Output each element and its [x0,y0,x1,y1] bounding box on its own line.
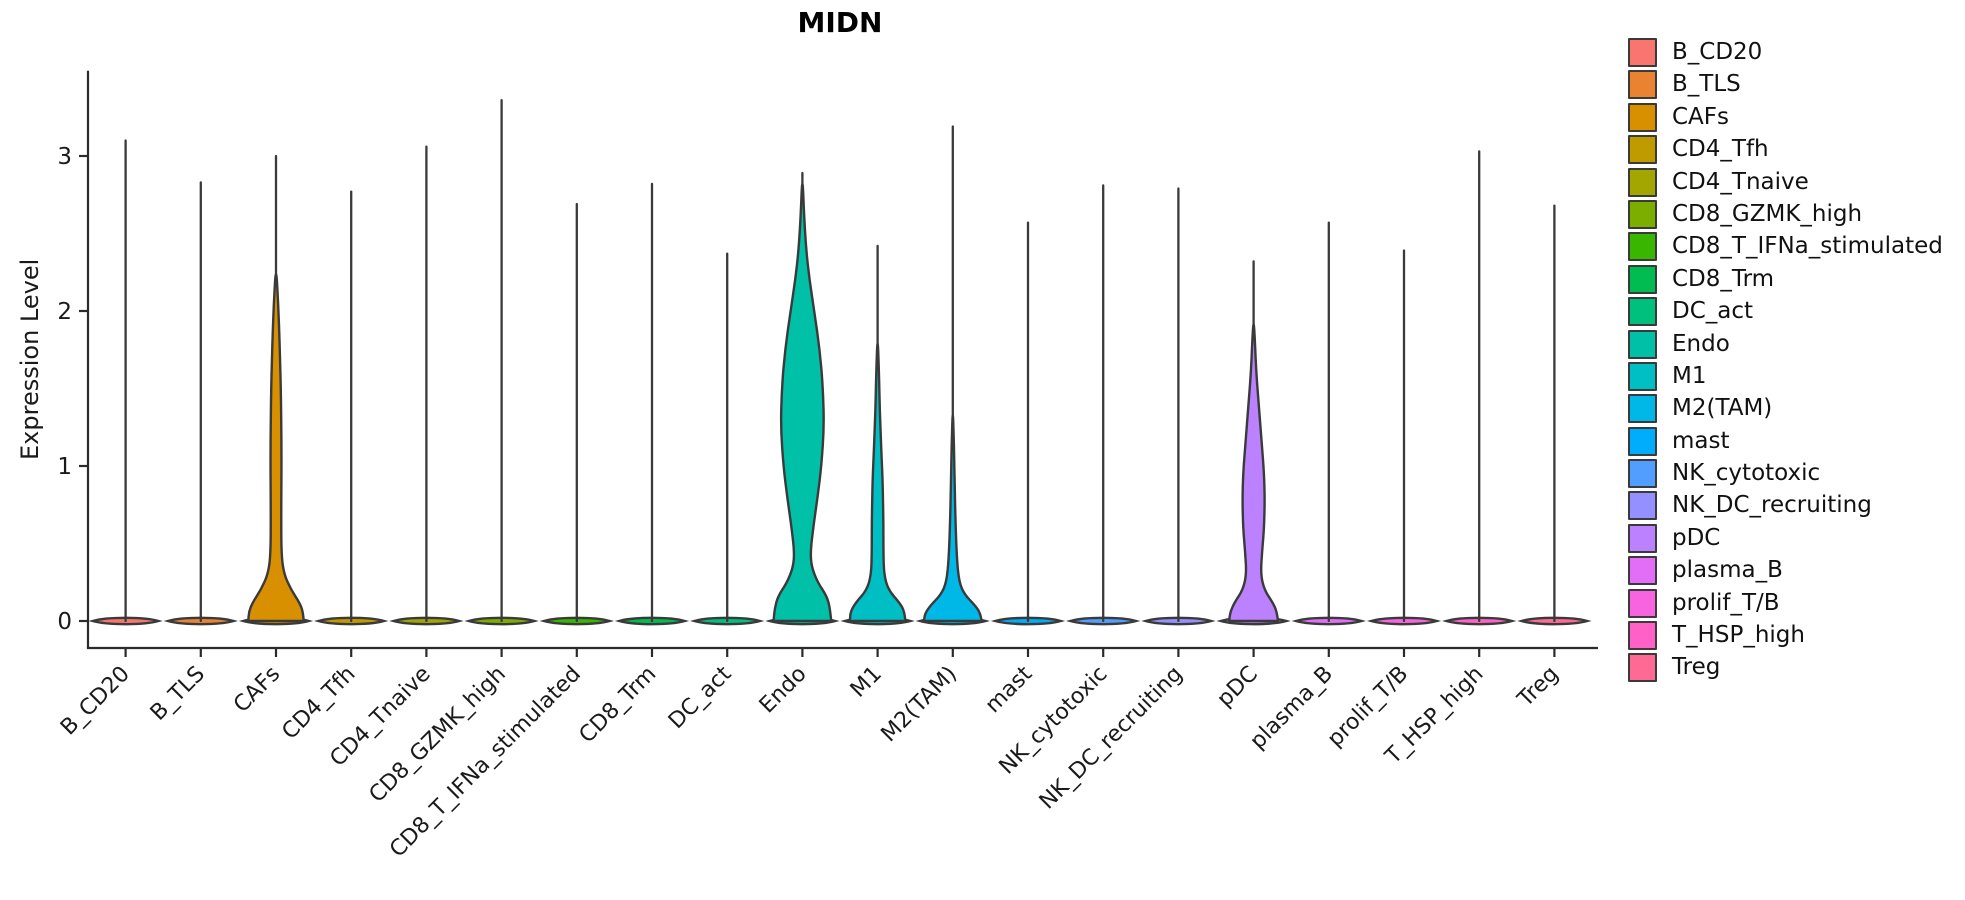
legend-label: M1 [1672,362,1707,389]
legend-label: CD8_T_IFNa_stimulated [1672,233,1943,260]
legend-item-M1: M1 [1628,361,1943,391]
x-tick-label: plasma_B [1245,662,1338,755]
legend-key-swatch [1628,621,1657,651]
legend-label: DC_act [1672,298,1754,325]
legend-item-plasma_B: plasma_B [1628,556,1943,586]
legend-item-NK_DC_recruiting: NK_DC_recruiting [1628,491,1943,521]
legend: B_CD20 B_TLS CAFs CD4_Tfh CD4_Tnaive CD8_GZMK… [1628,38,1943,686]
legend-label: plasma_B [1672,557,1783,584]
legend-label: CD8_Trm [1672,265,1775,292]
legend-item-CD4_Tfh: CD4_Tfh [1628,135,1943,165]
legend-key-swatch [1628,588,1657,618]
legend-label: B_CD20 [1672,39,1763,65]
legend-item-Endo: Endo [1628,329,1943,359]
legend-key-swatch [1628,491,1657,521]
x-tick-label: M1 [846,662,887,703]
x-tick-label: Endo [755,662,812,719]
x-tick-label: pDC [1212,662,1262,712]
legend-item-CD4_Tnaive: CD4_Tnaive [1628,167,1943,197]
legend-key-swatch [1628,426,1657,456]
x-tick-label: B_TLS [146,662,210,726]
legend-label: CD4_Tnaive [1672,168,1809,195]
x-tick-label: Treg [1513,662,1564,713]
legend-key-swatch [1628,556,1657,586]
legend-key-swatch [1628,70,1657,100]
legend-label: NK_DC_recruiting [1672,492,1872,519]
legend-label: Endo [1672,330,1730,357]
legend-key-swatch [1628,199,1657,229]
legend-key-swatch [1628,523,1657,553]
x-tick-label: NK_DC_recruiting [1035,662,1188,815]
y-tick-label: 2 [57,299,72,325]
x-tick-label: CAFs [229,662,285,718]
violin-body-pDC [1228,323,1280,623]
x-tick-label: CD8_Trm [575,662,662,749]
violin-body-Endo [772,183,833,623]
legend-item-CD8_T_IFNa_stimulated: CD8_T_IFNa_stimulated [1628,232,1943,262]
legend-key-swatch [1628,232,1657,262]
legend-item-pDC: pDC [1628,523,1943,553]
legend-key-swatch [1628,102,1657,132]
x-tick-label: mast [981,661,1038,718]
violin-body-M1 [848,342,907,623]
x-tick-label: M2(TAM) [877,662,962,747]
legend-item-CD8_GZMK_high: CD8_GZMK_high [1628,199,1943,229]
legend-item-prolif_T/B: prolif_T/B [1628,588,1943,618]
legend-label: B_TLS [1672,71,1741,98]
legend-label: pDC [1672,524,1721,551]
legend-label: Treg [1672,654,1721,681]
legend-label: T_HSP_high [1672,622,1805,649]
legend-item-T_HSP_high: T_HSP_high [1628,621,1943,651]
y-tick-label: 0 [57,609,72,635]
legend-key-swatch [1628,394,1657,424]
legend-key-swatch [1628,329,1657,359]
x-tick-label: CD8_GZMK_high [365,662,511,808]
legend-key-swatch [1628,264,1657,294]
legend-item-mast: mast [1628,426,1943,456]
y-tick-label: 1 [57,454,72,480]
legend-key-swatch [1628,653,1657,683]
legend-item-M2(TAM): M2(TAM) [1628,394,1943,424]
legend-key-swatch [1628,167,1657,197]
legend-key-swatch [1628,361,1657,391]
legend-label: CAFs [1672,103,1730,130]
legend-item-B_CD20: B_CD20 [1628,38,1943,67]
legend-key-swatch [1628,297,1657,327]
legend-key-swatch [1628,459,1657,489]
legend-label: NK_cytotoxic [1672,460,1821,487]
legend-label: prolif_T/B [1672,589,1780,616]
legend-label: mast [1672,427,1730,454]
legend-label: CD4_Tfh [1672,136,1769,163]
legend-item-NK_cytotoxic: NK_cytotoxic [1628,459,1943,489]
legend-item-Treg: Treg [1628,653,1943,683]
legend-item-DC_act: DC_act [1628,297,1943,327]
legend-label: CD8_GZMK_high [1672,200,1863,227]
plot-title: MIDN [797,6,883,39]
violin-body-M2(TAM) [922,414,983,623]
x-tick-label: B_CD20 [56,662,135,741]
legend-item-CD8_Trm: CD8_Trm [1628,264,1943,294]
legend-label: M2(TAM) [1672,395,1773,422]
legend-key-swatch [1628,135,1657,165]
legend-item-CAFs: CAFs [1628,102,1943,132]
legend-key-swatch [1628,38,1657,67]
legend-item-B_TLS: B_TLS [1628,70,1943,100]
x-tick-label: DC_act [664,661,737,734]
y-tick-label: 3 [57,144,72,170]
violin-body-CAFs [247,272,305,623]
